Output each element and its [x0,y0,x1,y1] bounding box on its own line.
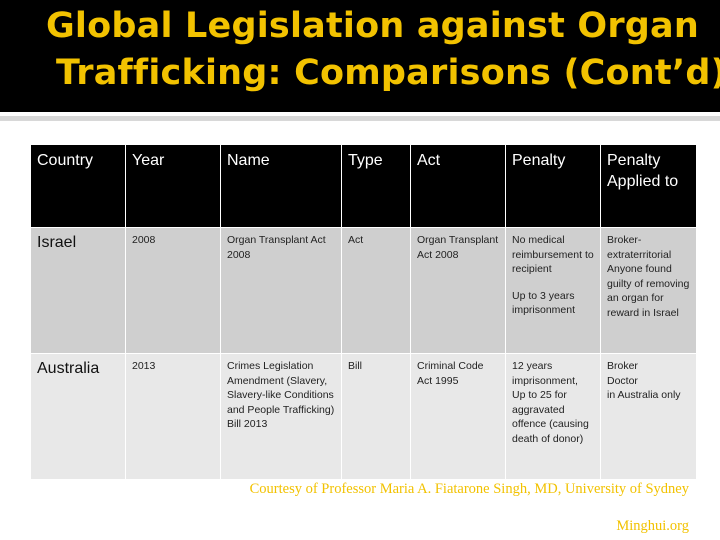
penalty-line: No medical reimbursement to recipient [512,234,594,275]
applied-to-line: Broker [607,360,638,372]
header-penalty: Penalty [505,144,601,228]
credit-line: Courtesy of Professor Maria A. Fiatarone… [249,481,689,497]
applied-to-line: Doctor [607,374,638,387]
table-row: Israel 2008 Organ Transplant Act 2008 Ac… [30,227,697,354]
header-year: Year [125,144,221,228]
penalty-line: Up to 3 years imprisonment [512,289,576,317]
table-header-row: Country Year Name Type Act Penalty Penal… [30,144,697,228]
header-name: Name [220,144,342,228]
cell-type: Act [341,227,411,354]
cell-penalty: 12 years imprisonment, Up to 25 for aggr… [505,353,601,480]
table-row: Australia 2013 Crimes Legislation Amendm… [30,353,697,480]
header-country: Country [30,144,126,228]
cell-act: Criminal Code Act 1995 [410,353,506,480]
cell-name: Crimes Legislation Amendment (Slavery, S… [220,353,342,480]
cell-penalty-applied-to: Broker-extraterritorial Anyone found gui… [600,227,697,354]
cell-year: 2013 [125,353,221,480]
comparison-table: Country Year Name Type Act Penalty Penal… [30,144,697,480]
cell-country: Australia [30,353,126,480]
penalty-line: 12 years imprisonment, [512,360,578,387]
divider-bar [0,116,720,121]
cell-penalty: No medical reimbursement to recipient Up… [505,227,601,354]
cell-name: Organ Transplant Act 2008 [220,227,342,354]
slide-title-line-1: Global Legislation against Organ [46,6,699,46]
slide-title-line-2: Trafficking: Comparisons (Cont’d) [56,53,720,93]
applied-to-line: Broker-extraterritorial [607,234,672,261]
header-type: Type [341,144,411,228]
cell-year: 2008 [125,227,221,354]
applied-to-line: in Australia only [607,389,681,401]
header-act: Act [410,144,506,228]
penalty-line: Up to 25 for aggravated offence (causing… [512,389,589,445]
cell-act: Organ Transplant Act 2008 [410,227,506,354]
cell-type: Bill [341,353,411,480]
header-penalty-applied-to: Penalty Applied to [600,144,697,228]
cell-penalty-applied-to: Broker Doctor in Australia only [600,353,697,480]
title-bar: Global Legislation against Organ Traffic… [0,0,720,112]
source-watermark: Minghui.org [616,518,689,534]
applied-to-line: Anyone found guilty of removing an organ… [607,263,690,319]
cell-country: Israel [30,227,126,354]
